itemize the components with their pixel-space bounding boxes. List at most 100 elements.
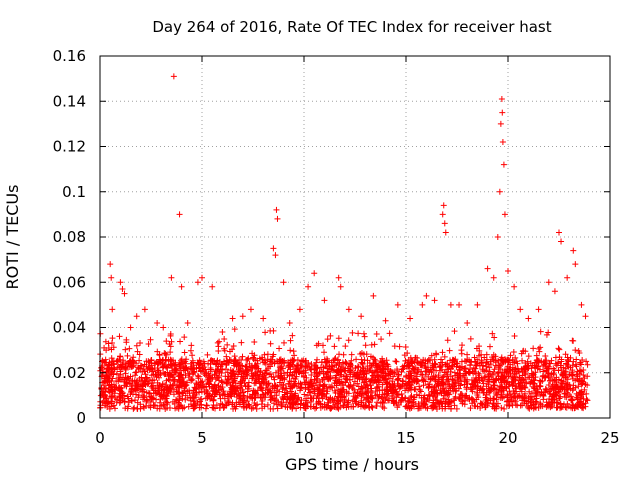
background-marker bbox=[377, 400, 384, 407]
background-marker bbox=[483, 391, 490, 398]
background-marker bbox=[348, 351, 355, 358]
background-marker bbox=[113, 384, 120, 391]
background-marker bbox=[172, 366, 179, 373]
background-marker bbox=[519, 369, 526, 376]
data-point bbox=[103, 347, 110, 354]
background-marker bbox=[456, 394, 463, 401]
background-marker bbox=[136, 357, 143, 364]
background-marker bbox=[216, 404, 223, 411]
background-marker bbox=[437, 389, 444, 396]
background-marker bbox=[383, 394, 390, 401]
background-marker bbox=[131, 404, 138, 411]
background-marker bbox=[495, 362, 502, 369]
background-marker bbox=[137, 340, 144, 347]
data-point bbox=[545, 279, 552, 286]
background-marker bbox=[392, 358, 399, 365]
background-marker bbox=[461, 381, 468, 388]
background-marker bbox=[439, 379, 446, 386]
background-marker bbox=[532, 374, 539, 381]
background-marker bbox=[138, 385, 145, 392]
background-marker bbox=[251, 388, 258, 395]
background-marker bbox=[518, 350, 525, 357]
background-marker bbox=[404, 405, 411, 412]
background-marker bbox=[245, 379, 252, 386]
data-point bbox=[464, 319, 471, 326]
data-point bbox=[441, 220, 448, 227]
background-marker bbox=[498, 404, 505, 411]
background-marker bbox=[273, 397, 280, 404]
background-marker bbox=[286, 401, 293, 408]
background-marker bbox=[146, 365, 153, 372]
background-marker bbox=[385, 390, 392, 397]
background-marker bbox=[544, 369, 551, 376]
background-marker bbox=[380, 395, 387, 402]
background-marker bbox=[480, 362, 487, 369]
data-point bbox=[199, 274, 205, 281]
chart-title: Day 264 of 2016, Rate Of TEC Index for r… bbox=[152, 18, 551, 36]
background-marker bbox=[155, 369, 162, 376]
background-marker bbox=[176, 370, 183, 377]
background-marker bbox=[329, 384, 336, 391]
background-marker bbox=[391, 380, 398, 387]
background-marker bbox=[276, 388, 283, 395]
background-marker bbox=[394, 376, 401, 383]
background-marker bbox=[264, 351, 271, 358]
background-marker bbox=[176, 395, 183, 402]
background-marker bbox=[530, 345, 537, 352]
background-marker bbox=[396, 343, 403, 350]
background-marker bbox=[524, 365, 531, 372]
background-marker bbox=[479, 377, 486, 384]
background-marker bbox=[224, 400, 231, 407]
background-marker bbox=[250, 355, 257, 362]
background-marker bbox=[332, 389, 339, 396]
background-marker bbox=[563, 360, 570, 367]
background-marker bbox=[332, 402, 339, 409]
background-marker bbox=[373, 403, 380, 410]
background-marker bbox=[538, 389, 545, 396]
background-marker bbox=[411, 386, 418, 393]
background-marker bbox=[286, 378, 293, 385]
background-marker bbox=[446, 398, 453, 405]
background-marker bbox=[164, 401, 171, 408]
background-marker bbox=[347, 366, 354, 373]
background-marker bbox=[108, 393, 115, 400]
background-marker bbox=[489, 356, 496, 363]
background-marker bbox=[345, 382, 352, 389]
background-marker bbox=[481, 402, 488, 409]
background-marker bbox=[106, 382, 113, 389]
background-marker bbox=[437, 386, 444, 393]
background-marker bbox=[439, 400, 446, 407]
background-marker bbox=[331, 361, 338, 368]
background-marker bbox=[281, 357, 288, 364]
background-marker bbox=[570, 337, 577, 344]
background-marker bbox=[160, 401, 167, 408]
data-point bbox=[394, 301, 401, 308]
background-marker bbox=[512, 365, 519, 372]
background-marker bbox=[487, 395, 494, 402]
background-marker bbox=[214, 339, 221, 346]
background-marker bbox=[307, 403, 314, 410]
background-marker bbox=[238, 339, 245, 346]
background-marker bbox=[503, 379, 510, 386]
background-marker bbox=[155, 372, 162, 379]
background-marker bbox=[435, 374, 442, 381]
background-marker bbox=[182, 358, 189, 365]
background-marker bbox=[105, 375, 112, 382]
background-marker bbox=[229, 346, 236, 353]
background-marker bbox=[110, 344, 117, 351]
background-marker bbox=[148, 383, 155, 390]
background-marker bbox=[204, 377, 211, 384]
background-marker bbox=[554, 399, 561, 406]
background-marker bbox=[497, 395, 504, 402]
background-marker bbox=[244, 356, 251, 363]
data-point bbox=[133, 313, 140, 320]
background-marker bbox=[444, 373, 451, 380]
background-marker bbox=[562, 374, 569, 381]
data-point bbox=[490, 274, 497, 281]
background-marker bbox=[492, 353, 499, 360]
background-marker bbox=[308, 377, 315, 384]
background-marker bbox=[267, 405, 274, 412]
x-tick-label: 20 bbox=[498, 429, 517, 447]
data-point bbox=[474, 301, 481, 308]
background-marker bbox=[478, 358, 485, 365]
